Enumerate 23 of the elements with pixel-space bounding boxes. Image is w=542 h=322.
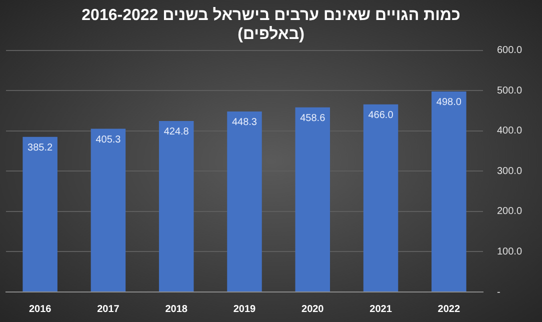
data-label: 448.3 [232,117,258,128]
data-label: 458.6 [300,113,326,124]
data-label: 385.2 [28,142,54,154]
y-tick-label: 100.0 [496,246,522,258]
y-tick-label: - [496,286,500,298]
chart-title: כמות הגויים שאינם ערבים בישראל בשנים 2016-2022 [82,6,460,24]
y-tick-label: 600.0 [496,45,522,56]
x-tick-label: 2022 [438,304,460,315]
x-tick-label: 2019 [233,304,256,315]
x-tick-label: 2020 [302,304,324,315]
x-tick-label: 2021 [370,304,392,315]
data-label: 498.0 [436,97,462,108]
y-tick-label: 400.0 [496,126,522,137]
data-label: 405.3 [96,134,122,146]
x-tick-label: 2016 [28,304,52,315]
data-label: 424.8 [164,126,190,138]
y-tick-label: 200.0 [496,206,522,218]
x-tick-label: 2018 [165,304,188,315]
data-label: 466.0 [368,110,394,122]
x-tick-label: 2017 [97,304,120,315]
chart-subtitle: (באלפים) [238,25,304,44]
y-tick-label: 500.0 [496,85,522,96]
y-tick-label: 300.0 [496,166,522,177]
